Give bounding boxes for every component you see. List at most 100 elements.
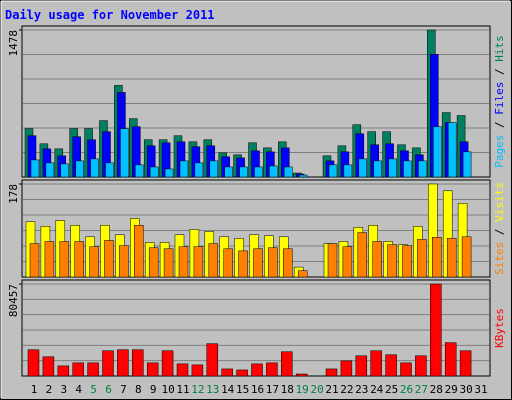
bar	[134, 225, 144, 278]
bar	[236, 369, 248, 377]
x-tick-label: 16	[251, 383, 264, 396]
bar	[343, 164, 353, 178]
bar	[462, 151, 472, 178]
legend-entry: Pages	[493, 135, 506, 168]
bar	[295, 373, 308, 377]
bar	[358, 158, 368, 178]
legend-entry: KBytes	[493, 308, 506, 348]
bar	[417, 239, 427, 278]
legend-separator: /	[493, 115, 506, 135]
bar	[60, 163, 70, 178]
bar	[253, 248, 263, 278]
legend: KBytes	[493, 308, 506, 348]
x-tick-label: 28	[430, 383, 443, 396]
bar	[206, 343, 219, 377]
bar	[281, 351, 293, 377]
x-tick-label: 30	[459, 383, 472, 396]
bar	[370, 350, 382, 377]
bar	[75, 160, 84, 178]
bar	[132, 349, 144, 377]
chart-title: Daily usage for November 2011	[5, 8, 215, 22]
x-tick-label: 9	[150, 383, 157, 396]
x-tick-label: 27	[415, 383, 428, 396]
legend: Sites / Visits	[493, 182, 506, 275]
panel	[21, 279, 491, 377]
bar	[117, 349, 129, 377]
bar	[373, 160, 382, 178]
bar	[135, 164, 144, 178]
legend-separator: /	[493, 222, 506, 242]
x-tick-label: 4	[75, 383, 82, 396]
x-tick-label: 12	[191, 383, 204, 396]
bar	[44, 241, 55, 278]
x-tick-label: 8	[135, 383, 142, 396]
x-tick-label: 11	[176, 383, 189, 396]
x-tick-label: 3	[60, 383, 67, 396]
bar	[45, 162, 55, 178]
y-tick-label: 1478	[7, 30, 20, 57]
bar	[459, 350, 472, 377]
bar	[446, 238, 457, 278]
bar	[430, 283, 442, 377]
bar	[432, 237, 442, 278]
bar	[418, 160, 427, 178]
bar	[102, 350, 114, 377]
y-tick-label: 80457	[7, 284, 20, 317]
bar	[325, 368, 338, 377]
x-tick-label: 21	[325, 383, 338, 396]
bar	[266, 362, 278, 377]
bar	[191, 364, 204, 377]
bar	[193, 246, 204, 278]
legend-separator: /	[493, 62, 506, 82]
x-tick-label: 10	[161, 383, 174, 396]
y-tick-label: 178	[7, 184, 20, 204]
bar	[268, 247, 278, 278]
bar	[283, 248, 293, 278]
x-tick-label: 17	[266, 383, 279, 396]
bar	[357, 232, 368, 278]
bar	[221, 368, 233, 377]
bar	[149, 166, 159, 178]
legend-entry: Files	[493, 82, 506, 115]
bar	[104, 240, 114, 278]
bar	[444, 342, 457, 377]
bar	[372, 241, 382, 278]
x-tick-label: 6	[105, 383, 112, 396]
bar	[461, 236, 472, 278]
x-tick-label: 15	[236, 383, 249, 396]
bar	[57, 365, 70, 377]
x-tick-label: 24	[370, 383, 384, 396]
x-tick-label: 14	[221, 383, 235, 396]
x-tick-label: 2	[46, 383, 53, 396]
bar	[209, 160, 219, 178]
bar	[87, 362, 99, 377]
bar	[208, 243, 219, 278]
bar	[119, 245, 129, 278]
bar	[284, 166, 293, 178]
bar	[194, 162, 204, 178]
bar	[298, 174, 308, 178]
bar	[239, 166, 248, 178]
x-tick-label: 7	[120, 383, 127, 396]
legend-entry: Visits	[493, 182, 506, 222]
bar	[297, 270, 308, 278]
bar	[433, 126, 442, 178]
bar	[327, 243, 338, 278]
bar	[254, 166, 263, 178]
legend: Pages / Files / Hits	[493, 35, 506, 168]
bar	[30, 159, 40, 178]
bar	[176, 363, 189, 377]
bar	[105, 162, 114, 178]
bar	[42, 356, 55, 377]
bar	[403, 160, 412, 178]
bar	[447, 122, 457, 178]
x-tick-label: 1	[31, 383, 38, 396]
bar	[164, 168, 174, 178]
x-tick-label: 5	[90, 383, 97, 396]
bar	[89, 246, 99, 278]
bar	[355, 355, 368, 377]
x-tick-label: 19	[296, 383, 309, 396]
bar	[29, 243, 40, 278]
bar	[163, 248, 174, 278]
